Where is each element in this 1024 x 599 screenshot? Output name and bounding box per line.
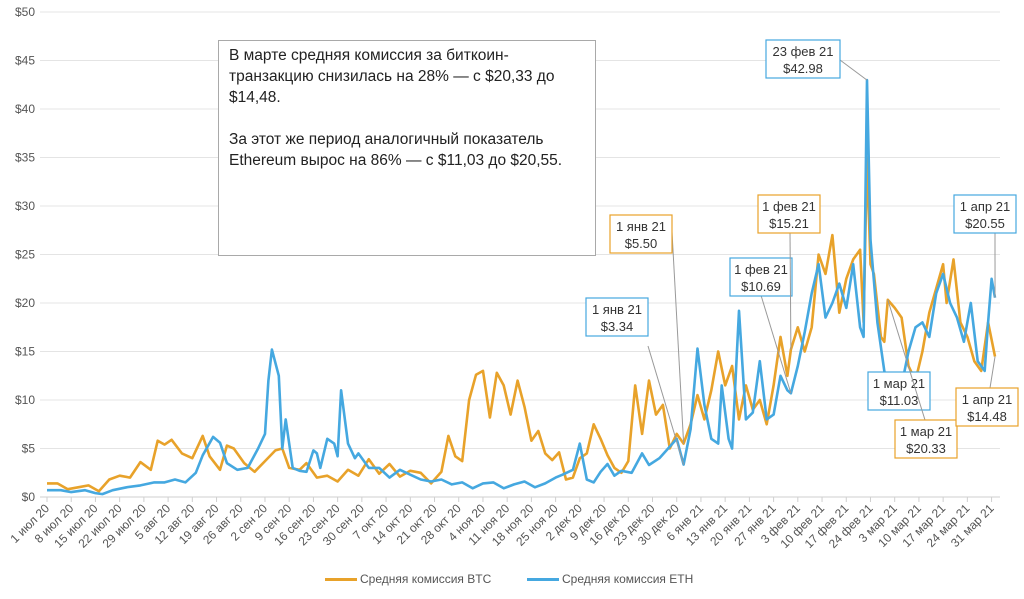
- callout-box: [953, 194, 1017, 234]
- callout-box: [757, 194, 821, 234]
- y-tick-label: $5: [22, 442, 36, 456]
- callout-btc: 1 янв 21 $5.50: [609, 214, 685, 444]
- note-eth-text: За этот же период аналогичный показатель…: [229, 131, 563, 169]
- callout-date: 1 апр 21: [962, 392, 1012, 407]
- callout-value: $42.98: [783, 61, 823, 76]
- callout-leader: [887, 299, 926, 421]
- y-tick-label: $0: [22, 490, 36, 504]
- y-tick-label: $35: [15, 151, 35, 165]
- callout-leader: [759, 291, 792, 394]
- callout-date: 1 апр 21: [960, 199, 1010, 214]
- callout-btc: 1 апр 21 $14.48: [955, 356, 1019, 427]
- legend-swatch-eth: [527, 577, 559, 581]
- callout-box: [894, 419, 958, 459]
- callout-leader: [989, 356, 996, 389]
- callout-box: [765, 39, 841, 79]
- legend-item-eth: Средняя комиссия ETH: [527, 572, 693, 586]
- callout-eth: 1 янв 21 $3.34: [585, 297, 685, 465]
- y-tick-label: $25: [15, 248, 35, 262]
- summary-note: В марте средняя комиссия за биткоин-тран…: [218, 40, 596, 256]
- callout-value: $11.03: [880, 393, 919, 408]
- legend-label-eth: Средняя комиссия ETH: [562, 572, 694, 586]
- legend-label-btc: Средняя комиссия BTC: [360, 572, 492, 586]
- callout-date: 1 фев 21: [734, 262, 788, 277]
- callout-leader: [671, 231, 685, 444]
- legend-item-btc: Средняя комиссия BTC: [325, 572, 491, 586]
- callout-date: 1 янв 21: [616, 219, 666, 234]
- y-tick-label: $15: [15, 345, 35, 359]
- data-callouts: 1 янв 21 $5.50 1 янв 21 $3.34 1 фев 21 $10.69…: [585, 39, 1019, 465]
- callout-eth: 1 апр 21 $20.55: [953, 194, 1017, 298]
- callout-box: [585, 297, 649, 337]
- y-tick-label: $30: [15, 199, 35, 213]
- callout-leader: [789, 231, 792, 350]
- callout-eth: 23 фев 21 $42.98: [765, 39, 868, 81]
- y-tick-label: $20: [15, 296, 35, 310]
- note-btc-text: В марте средняя комиссия за биткоин-тран…: [229, 47, 555, 106]
- y-tick-label: $40: [15, 102, 35, 116]
- eth-fee-line: [47, 78, 997, 496]
- callout-value: $5.50: [625, 236, 658, 251]
- legend-swatch-btc: [325, 577, 357, 581]
- callout-btc: 1 фев 21 $15.21: [757, 194, 821, 350]
- callout-date: 1 мар 21: [900, 424, 952, 439]
- y-axis-ticks: $0 $5 $10 $15 $20 $25 $30 $35 $40 $45 $50: [15, 5, 35, 504]
- callout-value: $20.33: [906, 441, 946, 456]
- callout-eth: 1 фев 21 $10.69: [729, 257, 793, 394]
- y-tick-label: $50: [15, 5, 35, 19]
- callout-value: $3.34: [601, 319, 634, 334]
- callout-value: $20.55: [965, 216, 1005, 231]
- callout-box: [729, 257, 793, 297]
- callout-leader: [839, 59, 868, 81]
- callout-box: [609, 214, 673, 254]
- callout-value: $10.69: [741, 279, 781, 294]
- y-tick-label: $10: [15, 393, 35, 407]
- callout-date: 1 фев 21: [762, 199, 816, 214]
- callout-value: $14.48: [967, 409, 1007, 424]
- btc-fee-line: [47, 156, 997, 493]
- callout-value: $15.21: [769, 216, 809, 231]
- series-lines: [47, 78, 997, 496]
- y-tick-label: $45: [15, 54, 35, 68]
- callout-leader: [647, 345, 685, 465]
- callout-btc: 1 мар 21 $20.33: [887, 299, 958, 459]
- callout-date: 1 янв 21: [592, 302, 642, 317]
- callout-box: [955, 387, 1019, 427]
- callout-date: 1 мар 21: [873, 376, 925, 391]
- callout-eth: 1 мар 21 $11.03: [867, 371, 931, 411]
- callout-date: 23 фев 21: [773, 44, 834, 59]
